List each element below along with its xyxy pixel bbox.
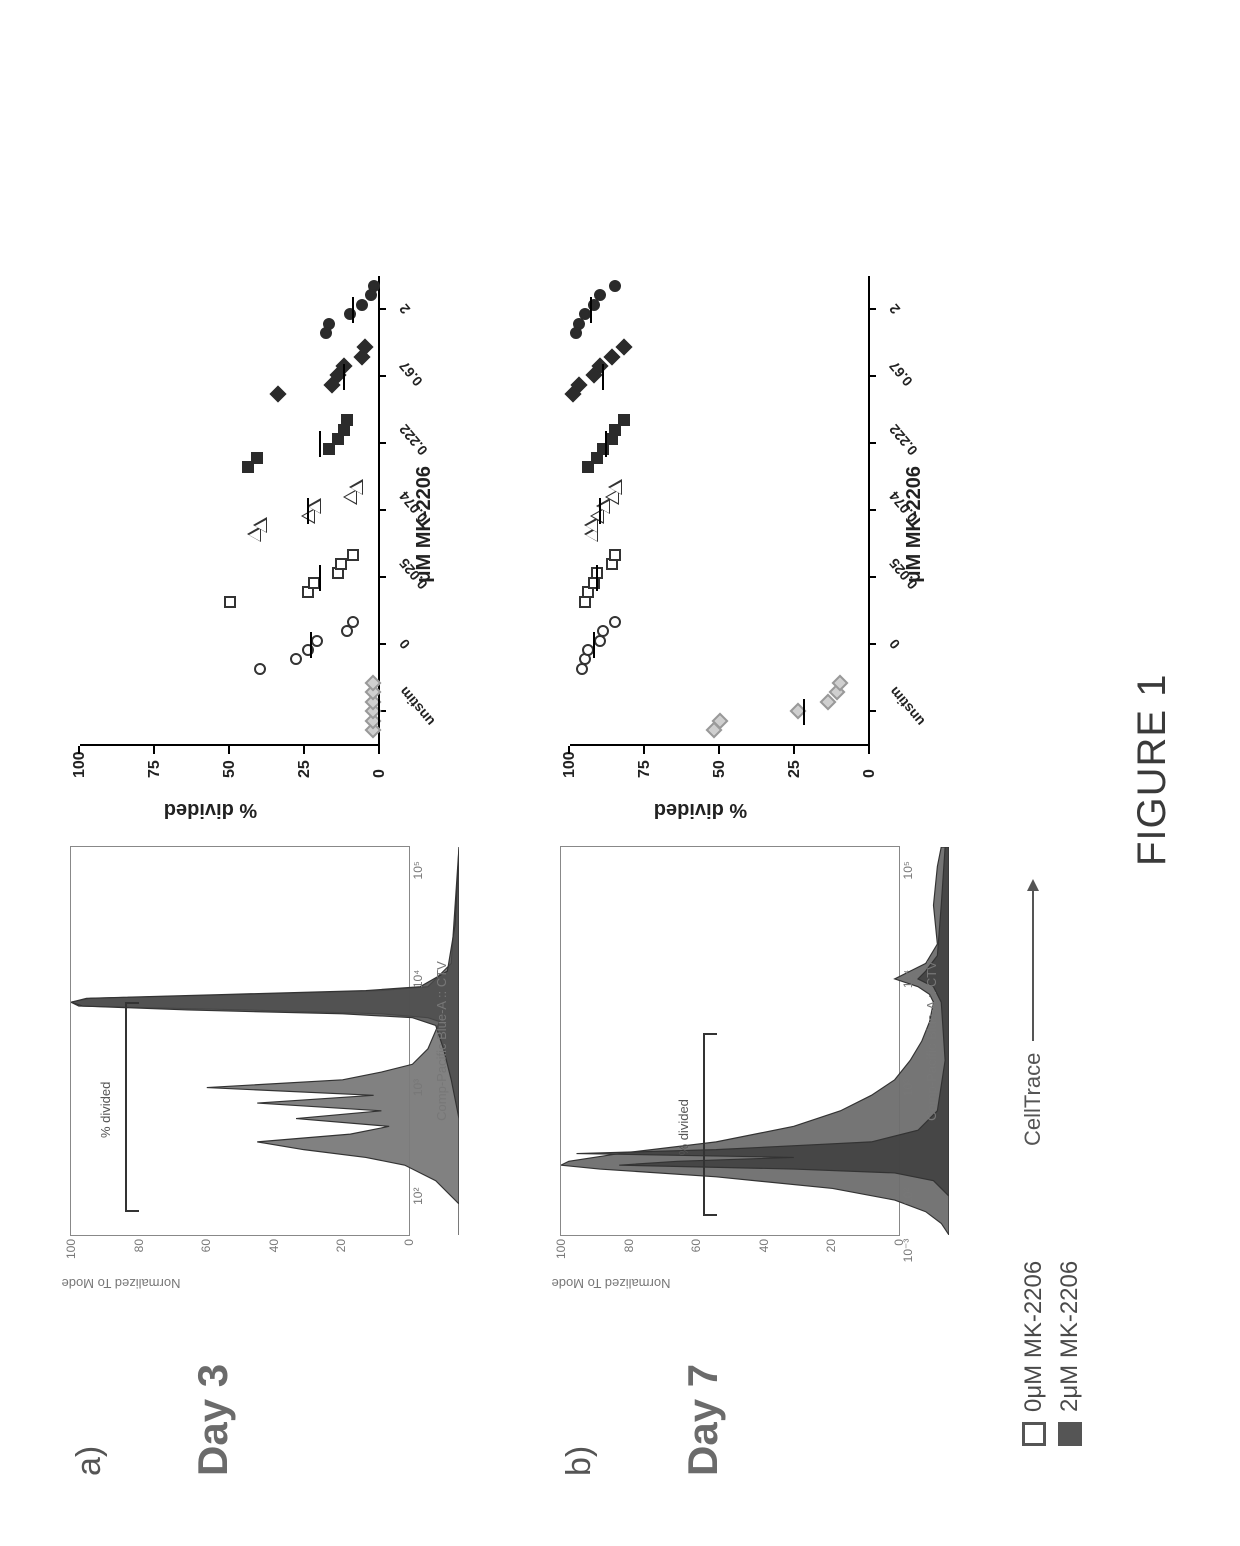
scatter-ylabel-a: % divided: [164, 798, 257, 821]
histo-xlabel-a: Comp-Pacific Blue-A :: CTV: [434, 961, 449, 1121]
scatter-plot-day7: 0255075100unstim00.0250.0740.2220.672: [570, 276, 870, 746]
scatter-day3: % divided 0255075100unstim00.0250.0740.2…: [70, 266, 440, 806]
panel-a-day: Day 3: [189, 1336, 237, 1476]
arrow-icon: [1032, 881, 1034, 1041]
figure-title: FIGURE 1: [1130, 674, 1175, 866]
scatter-xlabel-a: μM MK-2206: [413, 466, 436, 583]
legend-label-1: 2μM MK-2206: [1056, 1261, 1084, 1412]
histo-a-xticks: 10²10³10⁴10⁵: [411, 847, 427, 1235]
histogram-day3: % divided 020406080100 10²10³10⁴10⁵ Norm…: [70, 846, 410, 1236]
histo-xlabel-b: Comp-Pacific Blue-A :: CTV: [924, 961, 939, 1121]
histo-a-yticks: 020406080100: [71, 1239, 409, 1269]
scatter-day7: % divided 0255075100unstim00.0250.0740.2…: [560, 266, 930, 806]
gate-label-day7: % divided: [676, 1099, 691, 1155]
panel-b-labels: b) Day 7: [560, 1336, 727, 1476]
gate-day7: [703, 1033, 705, 1215]
legend-item-0: 0μM MK-2206: [1020, 1261, 1048, 1446]
panel-b-row: b) Day 7 % divided 020406080100 10⁻³10²1…: [560, 266, 950, 1476]
histogram-day7-svg: [561, 847, 949, 1235]
axis-x: [378, 276, 380, 746]
panel-a-row: a) Day 3 % divided 020406080100 10²10³10…: [70, 266, 460, 1476]
scatter-plot-day3: 0255075100unstim00.0250.0740.2220.672: [80, 276, 380, 746]
legend: 0μM MK-2206 2μM MK-2206: [1020, 1261, 1084, 1446]
gate-label-day3: % divided: [98, 1082, 113, 1138]
panel-a-id: a): [70, 1336, 109, 1476]
scatter-xlabel-b: μM MK-2206: [903, 466, 926, 583]
axis-x: [868, 276, 870, 746]
celltrace-text: CellTrace: [1020, 1053, 1046, 1146]
legend-item-1: 2μM MK-2206: [1056, 1261, 1084, 1446]
histo-ylabel-a: Normalized To Mode: [62, 1276, 181, 1291]
panel-a-labels: a) Day 3: [70, 1336, 237, 1476]
celltrace-axis-label: CellTrace: [1020, 881, 1046, 1146]
legend-swatch-1: [1058, 1422, 1082, 1446]
panel-b-id: b): [560, 1336, 599, 1476]
scatter-ylabel-b: % divided: [654, 798, 747, 821]
histo-a-wrap: % divided 020406080100 10²10³10⁴10⁵ Norm…: [70, 846, 460, 1296]
panel-b-day: Day 7: [679, 1336, 727, 1476]
histo-b-yticks: 020406080100: [561, 1239, 899, 1269]
histogram-day7: % divided 020406080100 10⁻³10²10³10⁴10⁵ …: [560, 846, 900, 1236]
histo-b-xticks: 10⁻³10²10³10⁴10⁵: [901, 847, 917, 1235]
legend-label-0: 0μM MK-2206: [1020, 1261, 1048, 1412]
legend-swatch-0: [1022, 1422, 1046, 1446]
histo-b-wrap: % divided 020406080100 10⁻³10²10³10⁴10⁵ …: [560, 846, 950, 1296]
gate-day3: [125, 1002, 127, 1212]
histogram-day3-svg: [71, 847, 459, 1235]
histo-ylabel-b: Normalized To Mode: [552, 1276, 671, 1291]
axis-y: [80, 744, 380, 746]
axis-y: [570, 744, 870, 746]
figure-stage: a) Day 3 % divided 020406080100 10²10³10…: [0, 0, 1240, 1546]
